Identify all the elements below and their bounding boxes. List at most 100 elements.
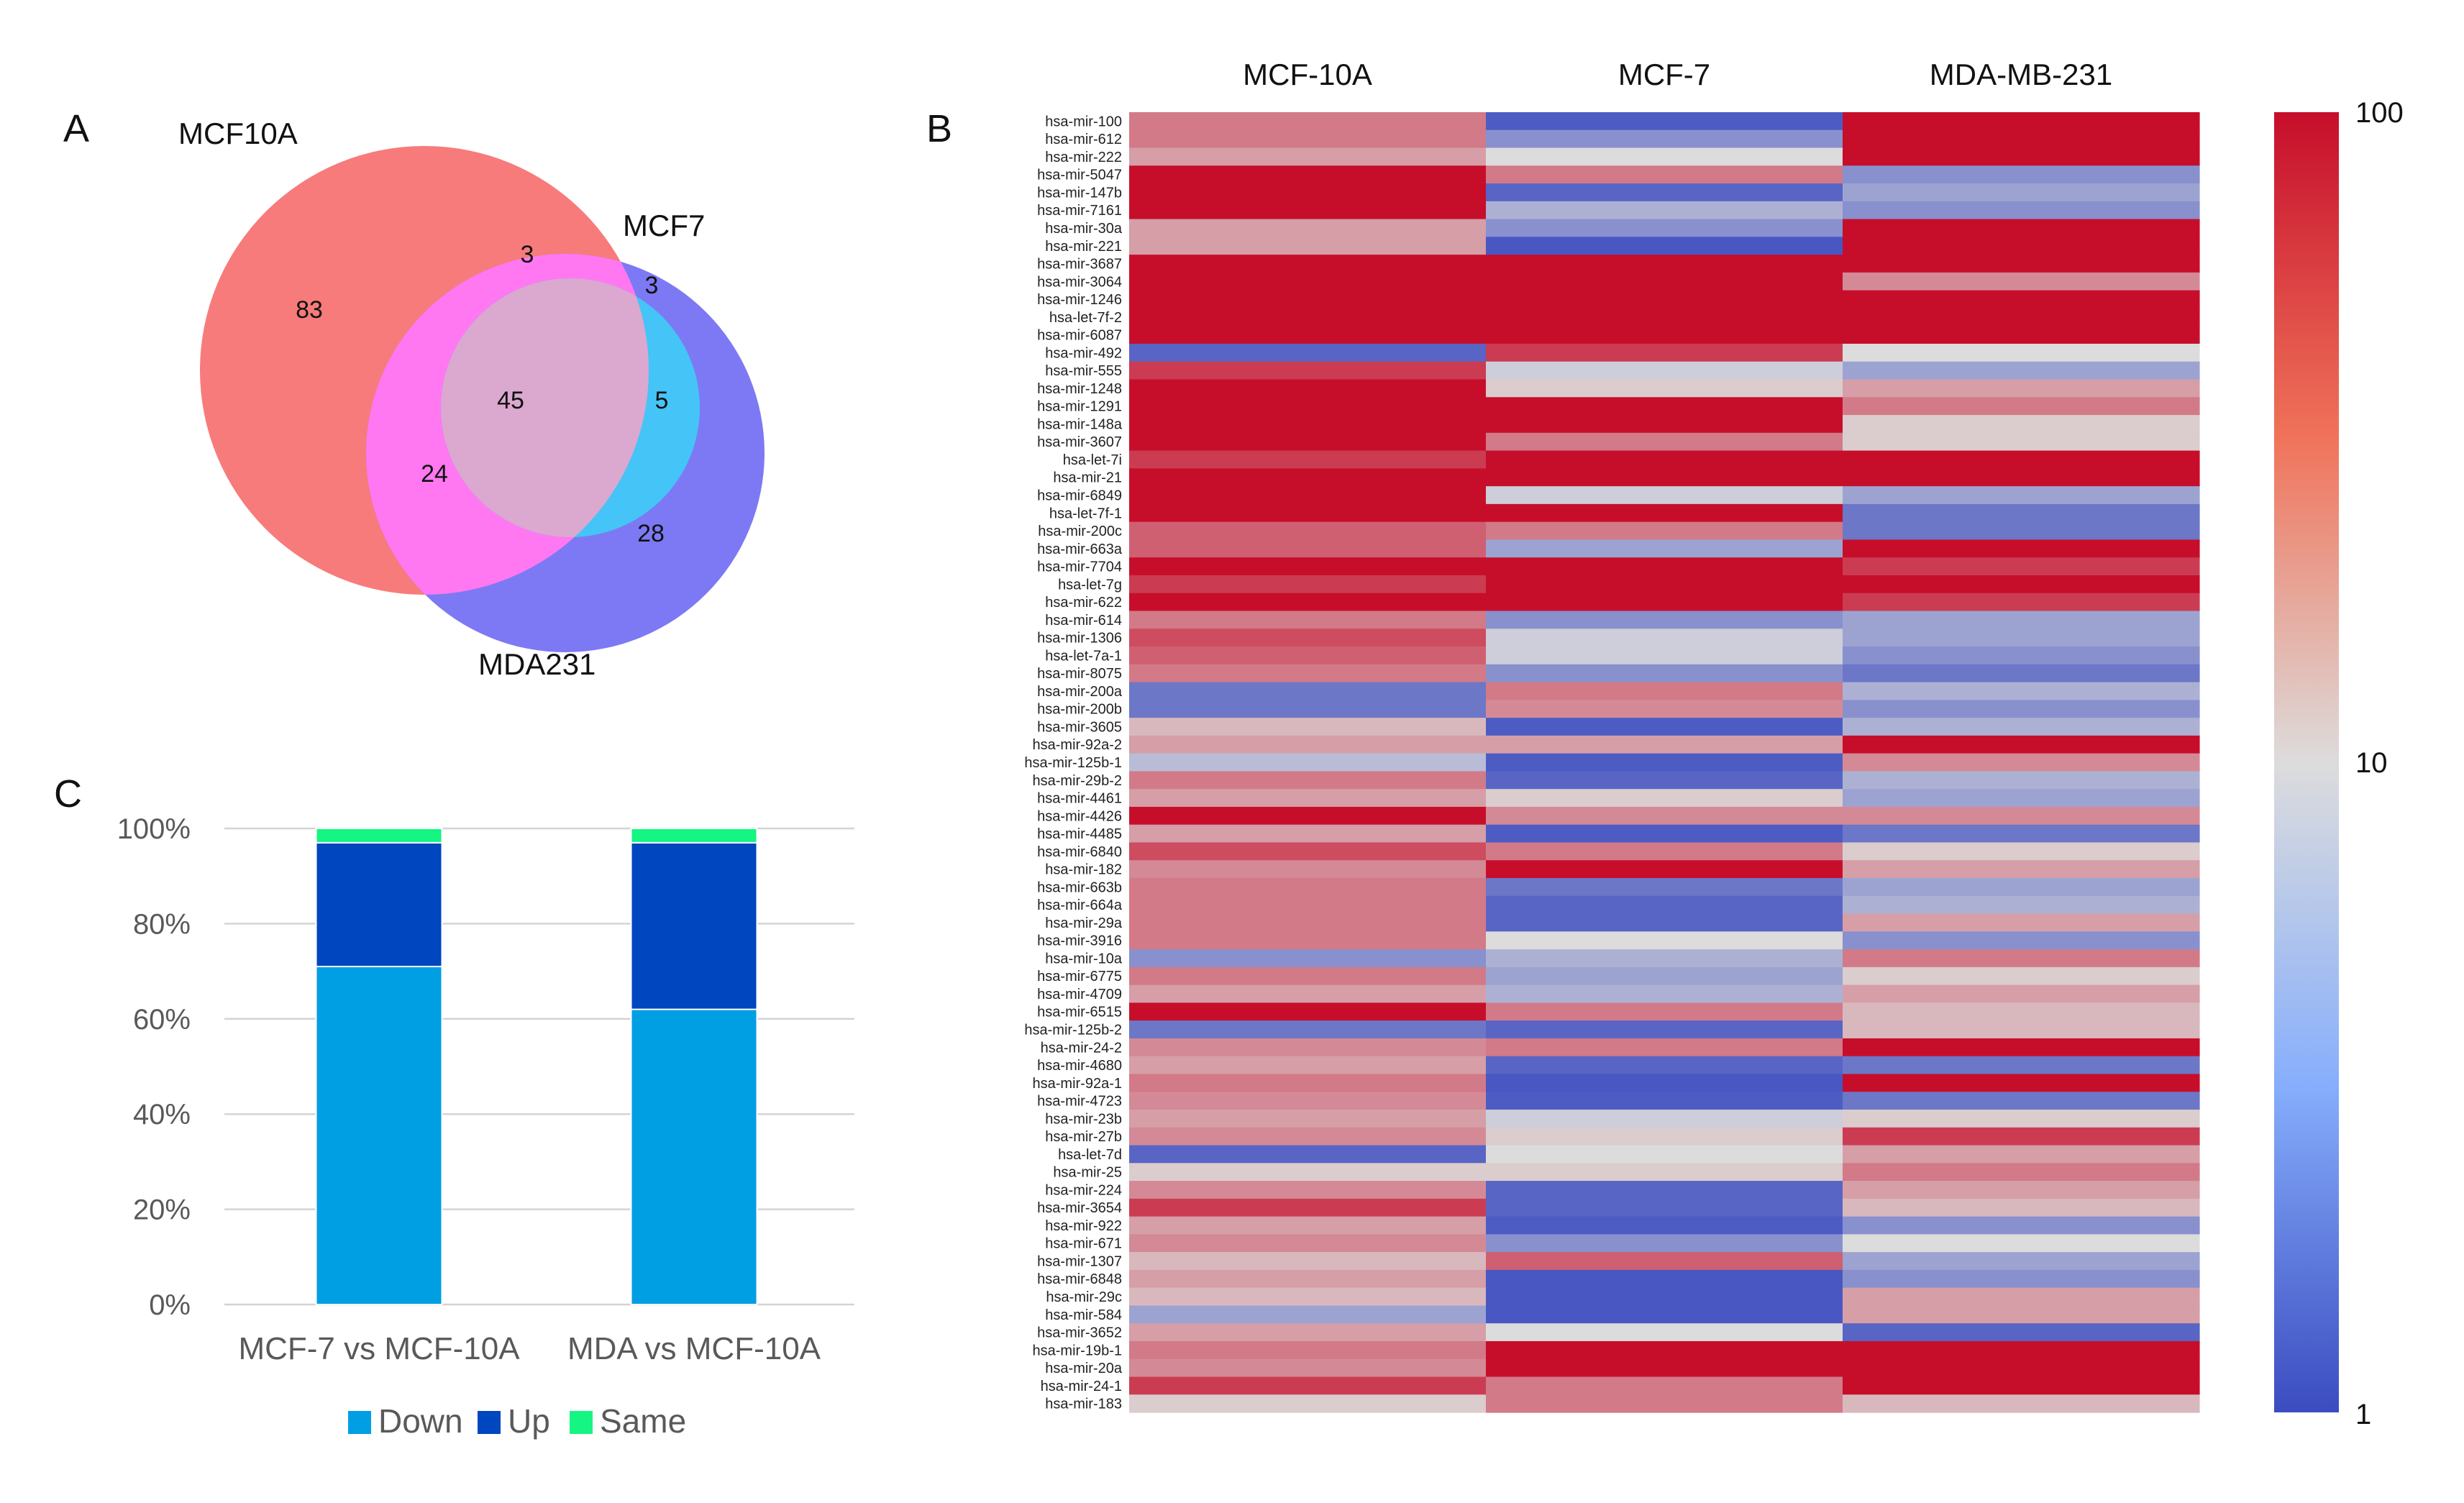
heatmap-cell bbox=[1129, 343, 1487, 362]
heatmap-cell bbox=[1843, 237, 2200, 255]
heatmap-row-label: hsa-mir-8075 bbox=[1037, 666, 1122, 682]
heatmap-row-label: hsa-mir-3605 bbox=[1037, 719, 1122, 735]
heatmap-row-label: hsa-mir-4485 bbox=[1037, 826, 1122, 842]
heatmap-cell bbox=[1129, 593, 1487, 612]
heatmap-cell bbox=[1486, 1163, 1843, 1182]
heatmap-cell bbox=[1843, 1092, 2200, 1110]
heatmap-cell bbox=[1843, 1394, 2200, 1413]
panel-label-a: A bbox=[63, 107, 89, 150]
heatmap-row-label: hsa-mir-1246 bbox=[1037, 292, 1122, 308]
heatmap-cell bbox=[1129, 877, 1487, 897]
heatmap-cell bbox=[1843, 379, 2200, 398]
heatmap-cell bbox=[1486, 1323, 1843, 1342]
heatmap-cell bbox=[1486, 557, 1843, 576]
heatmap-cell bbox=[1129, 1394, 1487, 1413]
heatmap-cell bbox=[1843, 1074, 2200, 1092]
heatmap-cell bbox=[1129, 647, 1487, 665]
heatmap-cell bbox=[1129, 129, 1487, 149]
heatmap-cell bbox=[1486, 753, 1843, 772]
legend-label-down: Down bbox=[378, 1402, 463, 1440]
heatmap-cell bbox=[1486, 1340, 1843, 1360]
heatmap-row-label: hsa-mir-29b-2 bbox=[1033, 773, 1122, 789]
heatmap-cell bbox=[1129, 112, 1487, 131]
heatmap-cell bbox=[1843, 1198, 2200, 1218]
heatmap-col-label-mcf-7: MCF-7 bbox=[1618, 58, 1710, 91]
heatmap-cell bbox=[1843, 165, 2200, 184]
heatmap-cell bbox=[1843, 949, 2200, 968]
heatmap-cell bbox=[1486, 326, 1843, 344]
heatmap-cell bbox=[1486, 183, 1843, 202]
heatmap-cell bbox=[1843, 593, 2200, 612]
venn-set-label-mcf10a: MCF10A bbox=[178, 117, 298, 150]
heatmap-row-label: hsa-mir-125b-2 bbox=[1024, 1023, 1122, 1038]
heatmap-row-label: hsa-mir-7704 bbox=[1037, 559, 1122, 575]
heatmap-cell bbox=[1129, 147, 1487, 166]
heatmap-cell bbox=[1843, 219, 2200, 237]
heatmap-cell bbox=[1129, 967, 1487, 986]
heatmap-cell bbox=[1843, 272, 2200, 291]
heatmap-cell bbox=[1486, 895, 1843, 915]
heatmap-cell bbox=[1129, 1092, 1487, 1110]
heatmap-cell bbox=[1486, 1056, 1843, 1075]
heatmap-cell bbox=[1843, 931, 2200, 950]
heatmap-cell bbox=[1843, 1323, 2200, 1342]
heatmap-cell bbox=[1843, 842, 2200, 861]
heatmap-cell bbox=[1129, 1074, 1487, 1092]
heatmap-row-label: hsa-mir-1248 bbox=[1037, 381, 1122, 397]
heatmap-row-label: hsa-mir-612 bbox=[1045, 132, 1122, 147]
heatmap-row-label: hsa-mir-29c bbox=[1046, 1289, 1122, 1305]
heatmap-cell bbox=[1843, 1145, 2200, 1164]
heatmap-cell bbox=[1843, 682, 2200, 700]
heatmap-row-label: hsa-let-7a-1 bbox=[1045, 648, 1122, 664]
heatmap-cell bbox=[1129, 1305, 1487, 1324]
heatmap-cell bbox=[1129, 575, 1487, 594]
heatmap-cell bbox=[1129, 985, 1487, 1003]
bar-segment-up bbox=[315, 841, 443, 967]
heatmap-cell bbox=[1486, 361, 1843, 380]
heatmap-cell bbox=[1843, 789, 2200, 808]
heatmap-cell bbox=[1129, 272, 1487, 291]
heatmap-row-label: hsa-mir-492 bbox=[1045, 345, 1122, 361]
heatmap-row-label: hsa-mir-622 bbox=[1045, 595, 1122, 611]
heatmap-cell bbox=[1486, 682, 1843, 700]
heatmap-cell bbox=[1486, 1234, 1843, 1253]
heatmap-cell bbox=[1486, 201, 1843, 220]
heatmap-cell bbox=[1843, 1002, 2200, 1021]
heatmap-cell bbox=[1486, 575, 1843, 594]
heatmap-col-label-mcf-10a: MCF-10A bbox=[1243, 58, 1372, 91]
heatmap-cell bbox=[1486, 718, 1843, 736]
heatmap-cell bbox=[1486, 1181, 1843, 1200]
heatmap-cell bbox=[1129, 1127, 1487, 1146]
heatmap-cell bbox=[1486, 255, 1843, 273]
heatmap-cell bbox=[1843, 1234, 2200, 1253]
heatmap-row-label: hsa-mir-4461 bbox=[1037, 791, 1122, 807]
heatmap-cell bbox=[1843, 326, 2200, 344]
heatmap-row-label: hsa-mir-4723 bbox=[1037, 1094, 1122, 1110]
heatmap-cell bbox=[1486, 539, 1843, 558]
heatmap-cell bbox=[1129, 432, 1487, 452]
heatmap-cell bbox=[1486, 397, 1843, 416]
heatmap-row-label: hsa-mir-7161 bbox=[1037, 203, 1122, 219]
heatmap-cell bbox=[1486, 985, 1843, 1003]
heatmap-cell bbox=[1129, 771, 1487, 790]
heatmap-row-label: hsa-let-7d bbox=[1058, 1147, 1122, 1163]
heatmap-cell bbox=[1843, 486, 2200, 505]
venn-count-mcf10a-only: 83 bbox=[296, 296, 323, 324]
heatmap-cell bbox=[1129, 682, 1487, 700]
heatmap-cell bbox=[1486, 1198, 1843, 1218]
heatmap-row-label: hsa-mir-27b bbox=[1045, 1129, 1122, 1145]
heatmap-row-label: hsa-mir-4426 bbox=[1037, 808, 1122, 824]
heatmap-cell bbox=[1129, 1252, 1487, 1271]
heatmap-cell bbox=[1486, 432, 1843, 452]
heatmap-cell bbox=[1843, 1216, 2200, 1235]
heatmap-row-label: hsa-mir-5047 bbox=[1037, 168, 1122, 183]
heatmap-cell bbox=[1486, 1376, 1843, 1395]
venn-region-all-three bbox=[441, 278, 649, 537]
heatmap-cell bbox=[1843, 1109, 2200, 1128]
heatmap-cell bbox=[1843, 183, 2200, 202]
heatmap-cell bbox=[1486, 1269, 1843, 1289]
heatmap-cell bbox=[1843, 1252, 2200, 1271]
heatmap-row-label: hsa-mir-92a-2 bbox=[1033, 737, 1122, 753]
heatmap-cell bbox=[1843, 539, 2200, 558]
panel-label-b: B bbox=[926, 107, 952, 150]
